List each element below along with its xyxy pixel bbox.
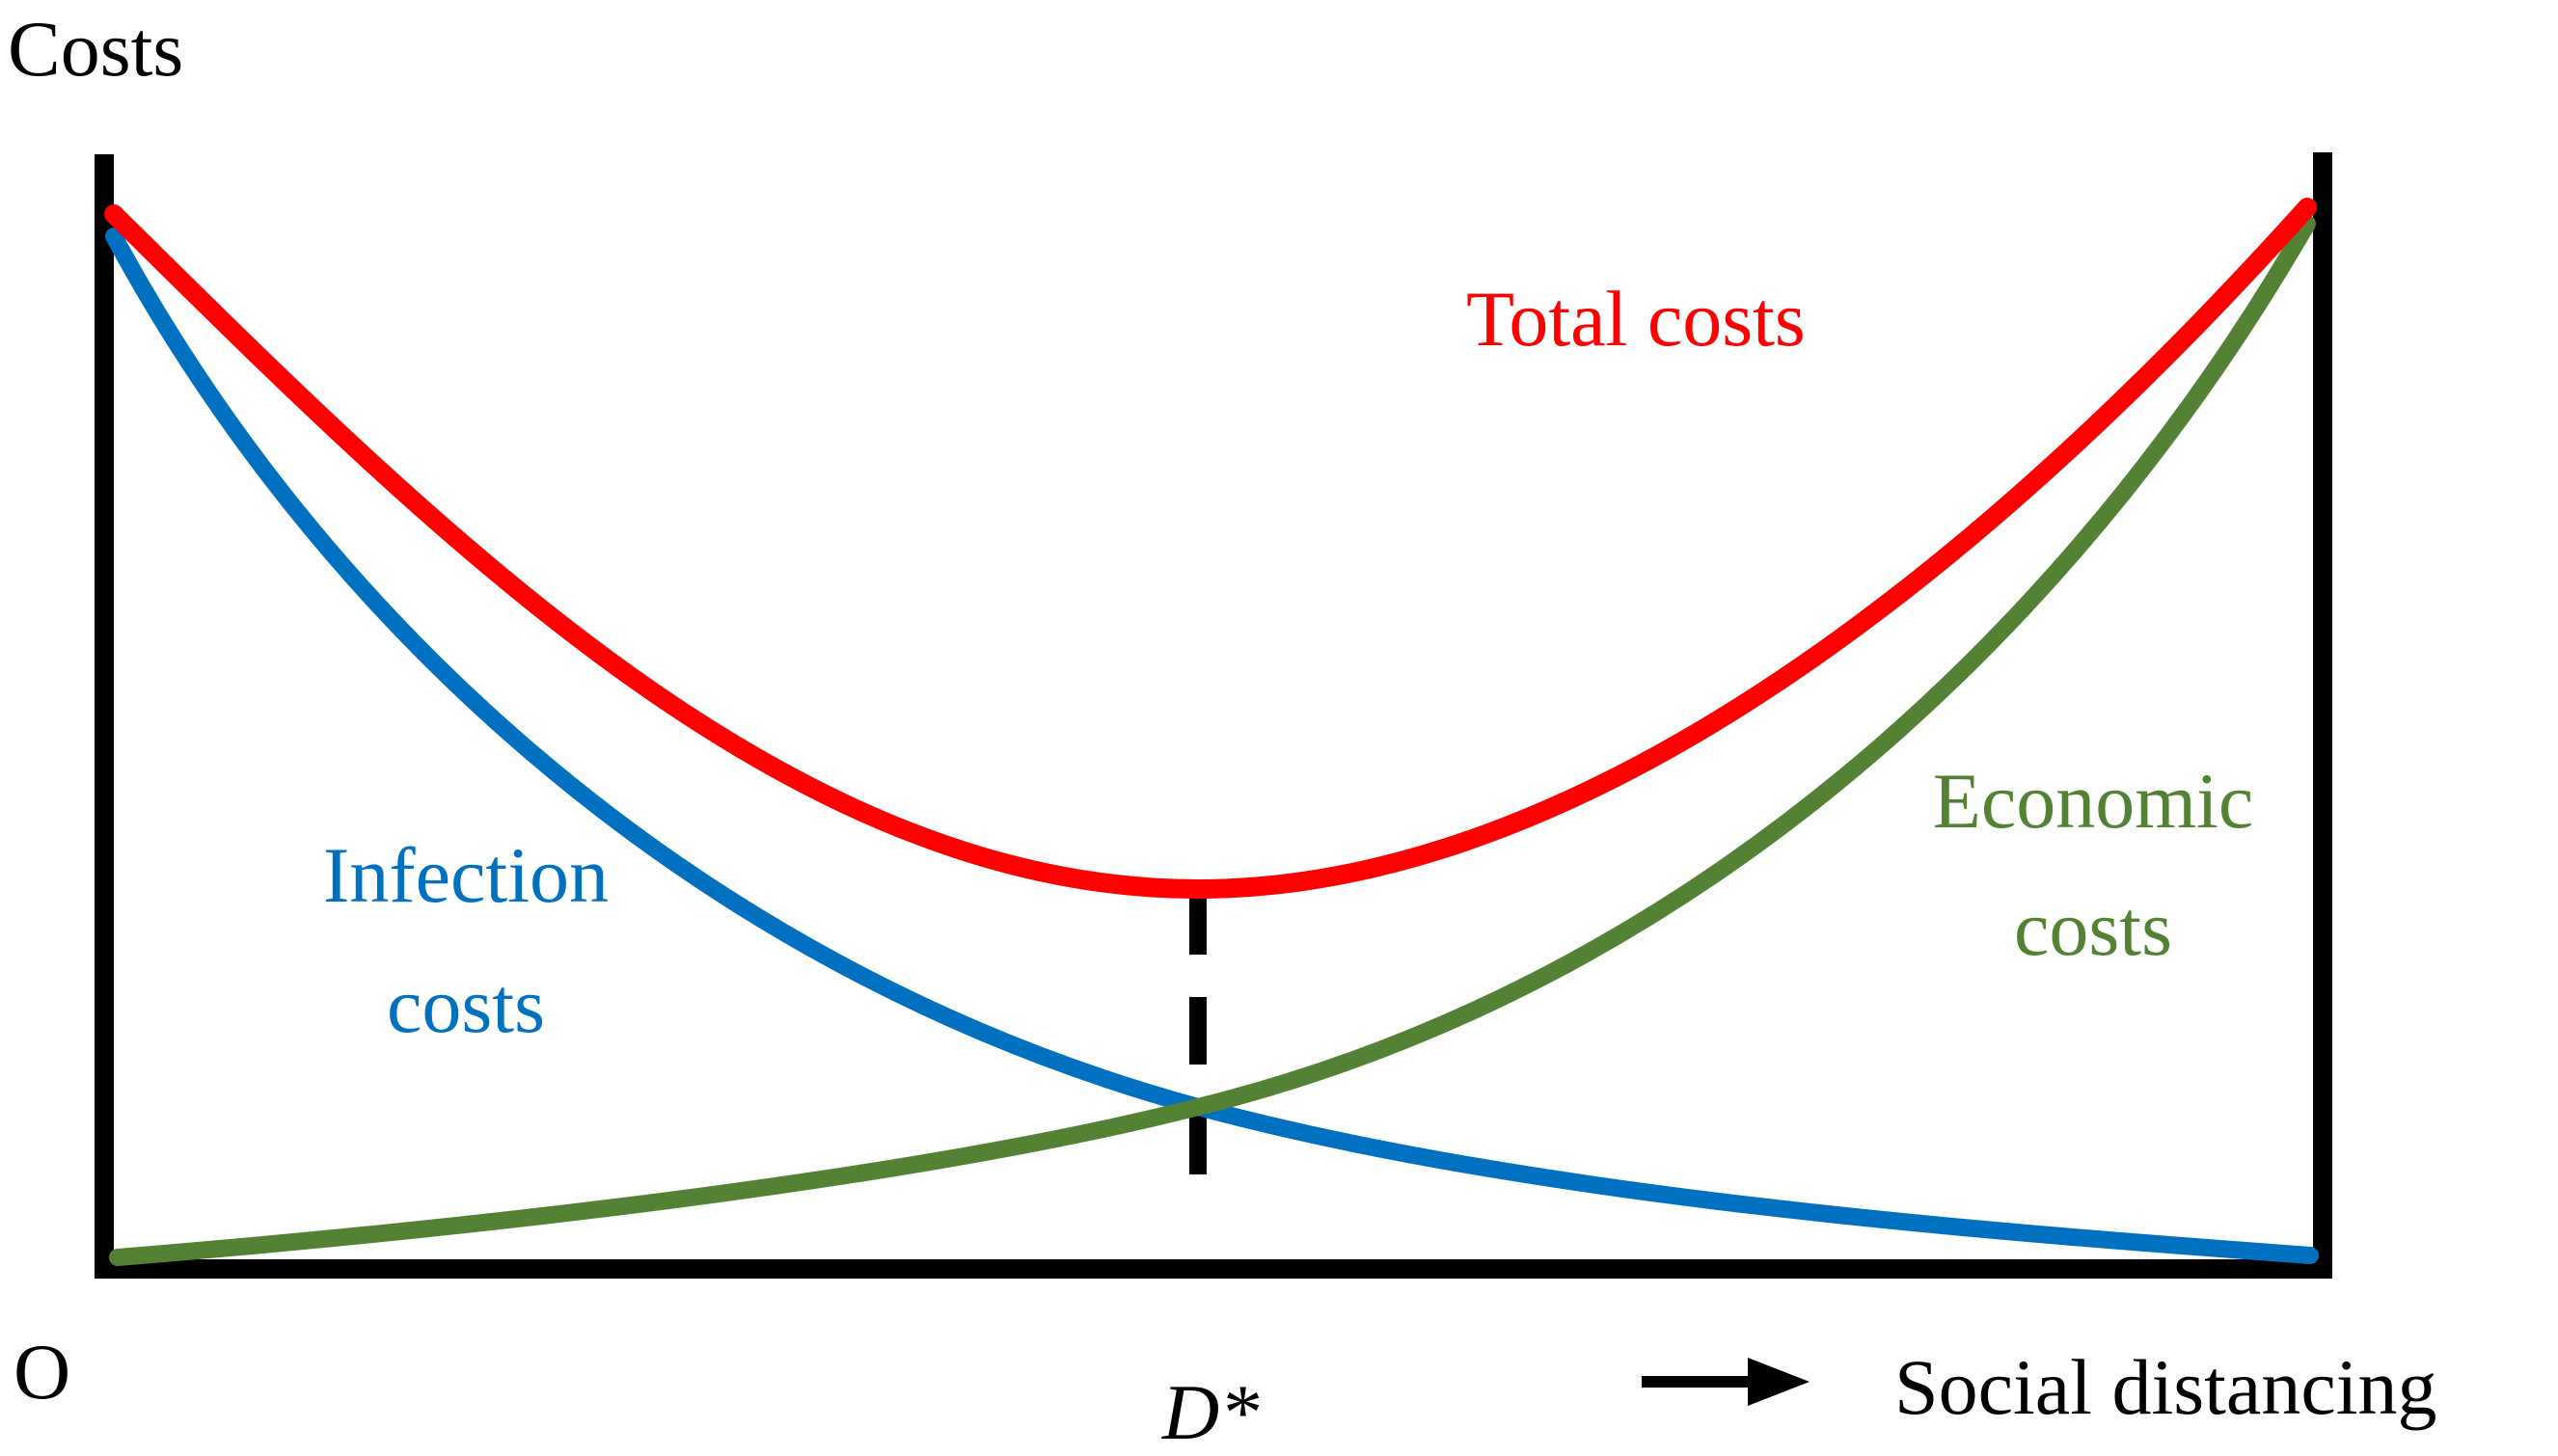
total-costs-label: Total costs (1466, 275, 1806, 363)
economic-costs-curve (109, 215, 2316, 1266)
optimum-label: D* (1161, 1368, 1259, 1456)
economic-costs-label-line1: Economic (1933, 757, 2253, 845)
right-arrow-icon (1642, 1358, 1810, 1406)
infection-costs-curve (105, 228, 2319, 1264)
economic-costs-label-line2: costs (2014, 884, 2172, 972)
y-axis-label: Costs (8, 5, 183, 93)
infection-costs-label-line1: Infection (323, 831, 609, 919)
infection-costs-label-line2: costs (387, 961, 545, 1049)
origin-label: O (14, 1328, 70, 1416)
x-axis-label: Social distancing (1894, 1343, 2437, 1431)
total-costs-curve (104, 198, 2317, 900)
